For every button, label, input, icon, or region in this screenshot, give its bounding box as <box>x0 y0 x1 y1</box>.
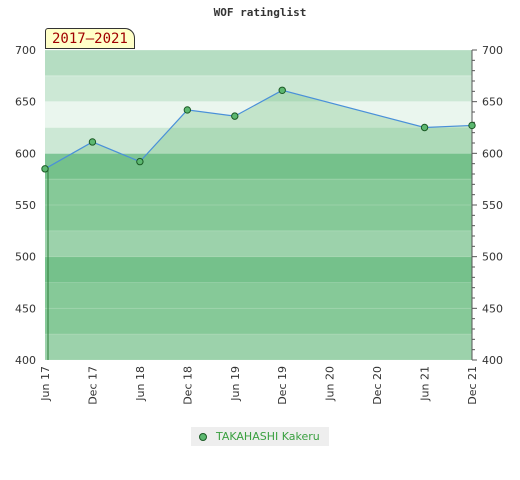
band <box>45 153 472 180</box>
data-point <box>231 112 239 120</box>
y-tick-label-left: 550 <box>15 199 36 212</box>
band <box>45 101 472 128</box>
axes: 400 400 450 450 500 500 550 550 600 600 650 650 700 7… <box>15 44 503 405</box>
data-point <box>278 86 286 95</box>
data-point <box>420 123 429 132</box>
y-tick-label-left: 650 <box>15 96 36 109</box>
band <box>45 127 472 154</box>
y-tick-label-left: 600 <box>15 147 36 160</box>
x-tick-label: Dec 20 <box>371 366 384 405</box>
legend-marker <box>199 432 207 441</box>
band <box>45 75 472 102</box>
rating-area <box>44 89 473 361</box>
y-tick-label-right: 650 <box>482 96 503 109</box>
y-tick-label-left: 450 <box>15 302 36 315</box>
y-tick-label-right: 600 <box>482 147 503 160</box>
legend: TAKAHASHI Kakeru <box>191 427 329 446</box>
x-tick-label: Jun 19 <box>229 366 242 402</box>
x-tick-label: Jun 20 <box>324 366 337 402</box>
background-bands <box>45 49 472 361</box>
x-tick-label: Jun 17 <box>39 366 52 402</box>
band <box>45 230 472 257</box>
x-tick-label: Dec 17 <box>86 366 99 405</box>
y-tick-label-left: 400 <box>15 354 36 367</box>
y-tick-label-right: 700 <box>482 44 503 57</box>
data-point <box>136 157 144 166</box>
legend-series-label: TAKAHASHI Kakeru <box>216 430 320 443</box>
y-tick-label-right: 400 <box>482 354 503 367</box>
band <box>45 205 472 231</box>
chart-title: WOF ratinglist <box>213 6 307 19</box>
data-point <box>183 106 192 114</box>
band <box>45 282 472 309</box>
y-tick-label-right: 550 <box>482 199 503 212</box>
band <box>45 308 472 335</box>
data-point <box>41 165 49 173</box>
x-tick-label: Dec 19 <box>276 366 289 405</box>
y-tick-label-left: 500 <box>15 251 36 264</box>
data-point <box>88 138 97 146</box>
area-fill <box>45 90 472 361</box>
series-line <box>44 89 473 170</box>
period-badge: 2017–2021 <box>45 28 135 49</box>
band <box>45 256 472 283</box>
x-tick-label: Jun 21 <box>419 366 432 402</box>
y-tick-label-right: 450 <box>482 302 503 315</box>
x-tick-label: Dec 21 <box>466 366 479 405</box>
band <box>45 50 472 76</box>
data-points <box>41 86 476 173</box>
x-tick-label: Jun 18 <box>134 366 147 402</box>
y-tick-label-left: 700 <box>15 44 36 57</box>
band <box>45 334 472 360</box>
data-point <box>468 121 476 130</box>
y-tick-label-right: 500 <box>482 251 503 264</box>
x-tick-label: Dec 18 <box>181 366 194 405</box>
band <box>45 179 472 205</box>
